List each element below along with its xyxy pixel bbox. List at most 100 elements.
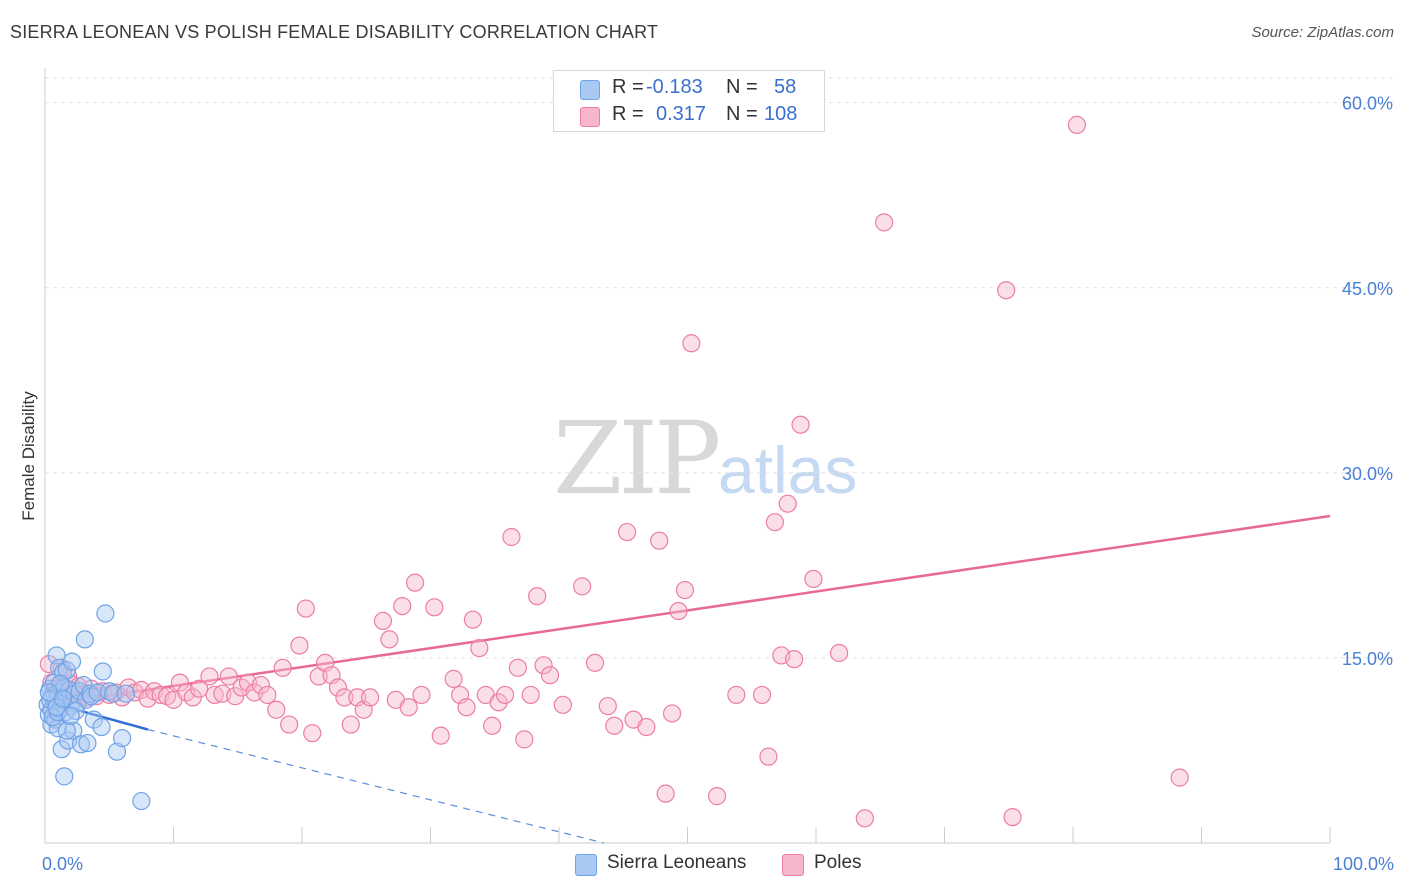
point-poles [830, 643, 849, 663]
point-poles [399, 698, 418, 717]
point-poles [412, 685, 431, 705]
point-sierra-leoneans [57, 721, 76, 740]
y-tick-label: 30.0% [1342, 464, 1393, 484]
x-tick-label: 0.0% [42, 854, 83, 874]
point-poles [393, 596, 412, 616]
point-sierra-leoneans [61, 706, 80, 726]
point-poles [405, 573, 425, 592]
point-sierra-leoneans [62, 652, 82, 671]
point-poles [502, 527, 521, 547]
bottom-legend-poles: Poles [782, 851, 882, 879]
point-poles [258, 685, 277, 705]
point-poles [380, 630, 399, 649]
point-poles [656, 784, 675, 803]
chart-title: SIERRA LEONEAN VS POLISH FEMALE DISABILI… [10, 22, 659, 42]
bottom-legend-label-sierra-leoneans: Sierra Leoneans [607, 852, 747, 873]
point-sierra-leoneans [84, 710, 103, 729]
point-poles [290, 636, 309, 655]
point-sierra-leoneans [104, 684, 123, 703]
point-poles [361, 688, 380, 707]
point-poles [495, 685, 515, 705]
legend-r-value: -0.183 [646, 76, 703, 98]
point-poles [508, 658, 527, 677]
bottom-legend-sierra-leoneans: Sierra Leoneans [575, 851, 765, 879]
bottom-legend-swatch-sierra-leoneans [575, 854, 597, 876]
point-poles [251, 675, 270, 695]
point-sierra-leoneans [78, 733, 97, 753]
point-sierra-leoneans [66, 701, 85, 721]
point-poles [669, 601, 688, 621]
point-sierra-leoneans [112, 729, 132, 748]
point-poles [280, 715, 299, 734]
y-tick-label: 45.0% [1342, 279, 1393, 299]
y-tick-label: 15.0% [1342, 649, 1393, 669]
gridlines [45, 77, 1395, 659]
point-poles [727, 685, 746, 705]
point-poles [273, 658, 292, 677]
point-poles [341, 715, 360, 734]
point-sierra-leoneans [93, 662, 112, 681]
point-poles [425, 598, 444, 617]
point-poles [489, 693, 508, 712]
point-poles [515, 730, 534, 749]
point-poles [431, 726, 450, 745]
point-poles [682, 334, 701, 353]
point-poles [997, 281, 1016, 300]
axes [44, 68, 1331, 844]
point-poles [752, 685, 772, 705]
bottom-legend-swatch-poles [782, 854, 804, 876]
point-sierra-leoneans [107, 742, 127, 761]
legend-r-label: R = [612, 76, 644, 98]
point-poles [328, 678, 348, 697]
point-poles [200, 667, 219, 686]
point-poles [662, 704, 682, 723]
point-poles [190, 679, 209, 698]
point-poles [765, 513, 784, 532]
legend-row-poles: R = 0.317 N = 108 [554, 103, 824, 129]
point-poles [521, 685, 540, 705]
point-poles [791, 415, 810, 434]
point-poles [804, 569, 823, 589]
point-poles [528, 587, 547, 606]
point-sierra-leoneans [88, 683, 107, 702]
point-poles [483, 716, 502, 735]
bottom-legend-label-poles: Poles [814, 852, 862, 873]
point-sierra-leoneans [116, 684, 136, 703]
point-sierra-leoneans [71, 735, 91, 754]
point-poles [785, 650, 804, 669]
point-poles [573, 577, 592, 596]
point-sierra-leoneans [132, 791, 151, 811]
legend-swatch-sierra-leoneans [580, 80, 600, 100]
legend-swatch-poles [580, 107, 600, 127]
legend-n-value: 108 [764, 103, 798, 125]
point-poles [1170, 768, 1189, 787]
watermark-main: ZIP [553, 400, 721, 517]
legend-r-label: R = [612, 103, 644, 125]
point-poles [463, 610, 483, 629]
x-tick-label: 100.0% [1333, 854, 1394, 874]
point-poles [205, 685, 224, 705]
chart-source: Source: ZipAtlas.com [1251, 24, 1394, 41]
legend: R = -0.183 N = 58 R = 0.317 N = 108 [553, 70, 825, 132]
point-poles [373, 611, 393, 631]
point-poles [1003, 807, 1022, 827]
point-sierra-leoneans [55, 767, 74, 786]
point-poles [598, 696, 617, 716]
legend-n-value: 58 [774, 76, 797, 98]
point-poles [778, 494, 797, 513]
legend-n-label: N = [726, 76, 758, 98]
point-sierra-leoneans [75, 630, 94, 649]
y-tick-label: 60.0% [1342, 94, 1393, 114]
point-poles [618, 522, 637, 542]
point-poles [675, 580, 695, 600]
point-poles [605, 716, 624, 735]
point-sierra-leoneans [92, 717, 111, 737]
point-poles [267, 700, 286, 719]
point-sierra-leoneans [53, 689, 73, 708]
point-poles [335, 688, 354, 707]
point-poles [303, 724, 322, 743]
point-poles [875, 213, 894, 232]
data-points [38, 96, 1189, 828]
point-poles [637, 717, 656, 737]
axis-labels: 15.0% 30.0% 45.0% 60.0% 0.0% 100.0% Female Dis… [19, 94, 1394, 874]
